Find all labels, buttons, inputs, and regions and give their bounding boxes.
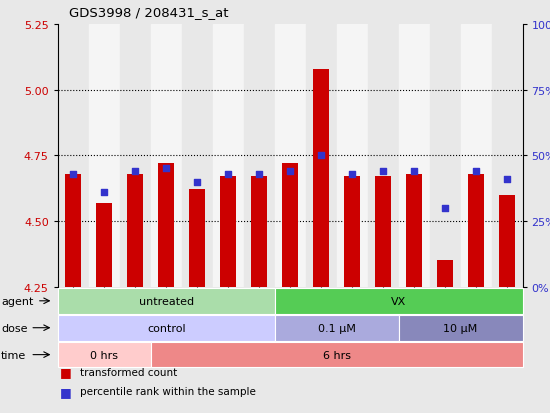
Point: [69, 171, 78, 178]
Point: [255, 171, 263, 178]
Point: [317, 153, 326, 159]
Bar: [437, 261, 453, 287]
Text: GDS3998 / 208431_s_at: GDS3998 / 208431_s_at: [69, 6, 228, 19]
Bar: [399, 25, 430, 287]
Bar: [221, 177, 236, 287]
Bar: [158, 164, 174, 287]
Point: [441, 205, 449, 212]
Bar: [430, 25, 460, 287]
Point: [286, 169, 295, 175]
Point: [193, 179, 202, 185]
Bar: [375, 177, 391, 287]
Point: [224, 171, 233, 178]
Text: ■: ■: [60, 365, 72, 378]
Bar: [367, 25, 399, 287]
Bar: [406, 174, 422, 287]
Bar: [282, 164, 298, 287]
Text: transformed count: transformed count: [80, 367, 177, 377]
Bar: [492, 25, 522, 287]
Text: control: control: [147, 323, 185, 333]
Bar: [314, 69, 329, 287]
Bar: [499, 195, 515, 287]
Text: time: time: [1, 350, 26, 360]
Text: 6 hrs: 6 hrs: [323, 350, 350, 360]
Bar: [274, 25, 306, 287]
Bar: [151, 25, 182, 287]
Bar: [251, 177, 267, 287]
Text: 0 hrs: 0 hrs: [90, 350, 118, 360]
Text: dose: dose: [1, 323, 28, 333]
Bar: [96, 203, 112, 287]
Bar: [460, 25, 492, 287]
Bar: [120, 25, 151, 287]
Bar: [89, 25, 120, 287]
Point: [100, 189, 109, 196]
Bar: [337, 25, 367, 287]
Bar: [244, 25, 274, 287]
Text: agent: agent: [1, 296, 34, 306]
Point: [379, 169, 388, 175]
Text: untreated: untreated: [139, 296, 194, 306]
Point: [503, 176, 512, 183]
Text: ■: ■: [60, 385, 72, 398]
Point: [410, 169, 419, 175]
Bar: [128, 174, 143, 287]
Bar: [189, 190, 205, 287]
Text: percentile rank within the sample: percentile rank within the sample: [80, 387, 256, 396]
Bar: [468, 174, 484, 287]
Bar: [213, 25, 244, 287]
Bar: [58, 25, 89, 287]
Bar: [306, 25, 337, 287]
Point: [472, 169, 481, 175]
Point: [162, 166, 170, 172]
Point: [131, 169, 140, 175]
Bar: [182, 25, 213, 287]
Point: [348, 171, 356, 178]
Text: VX: VX: [391, 296, 406, 306]
Text: 0.1 μM: 0.1 μM: [318, 323, 355, 333]
Bar: [344, 177, 360, 287]
Text: 10 μM: 10 μM: [443, 323, 477, 333]
Bar: [65, 174, 81, 287]
